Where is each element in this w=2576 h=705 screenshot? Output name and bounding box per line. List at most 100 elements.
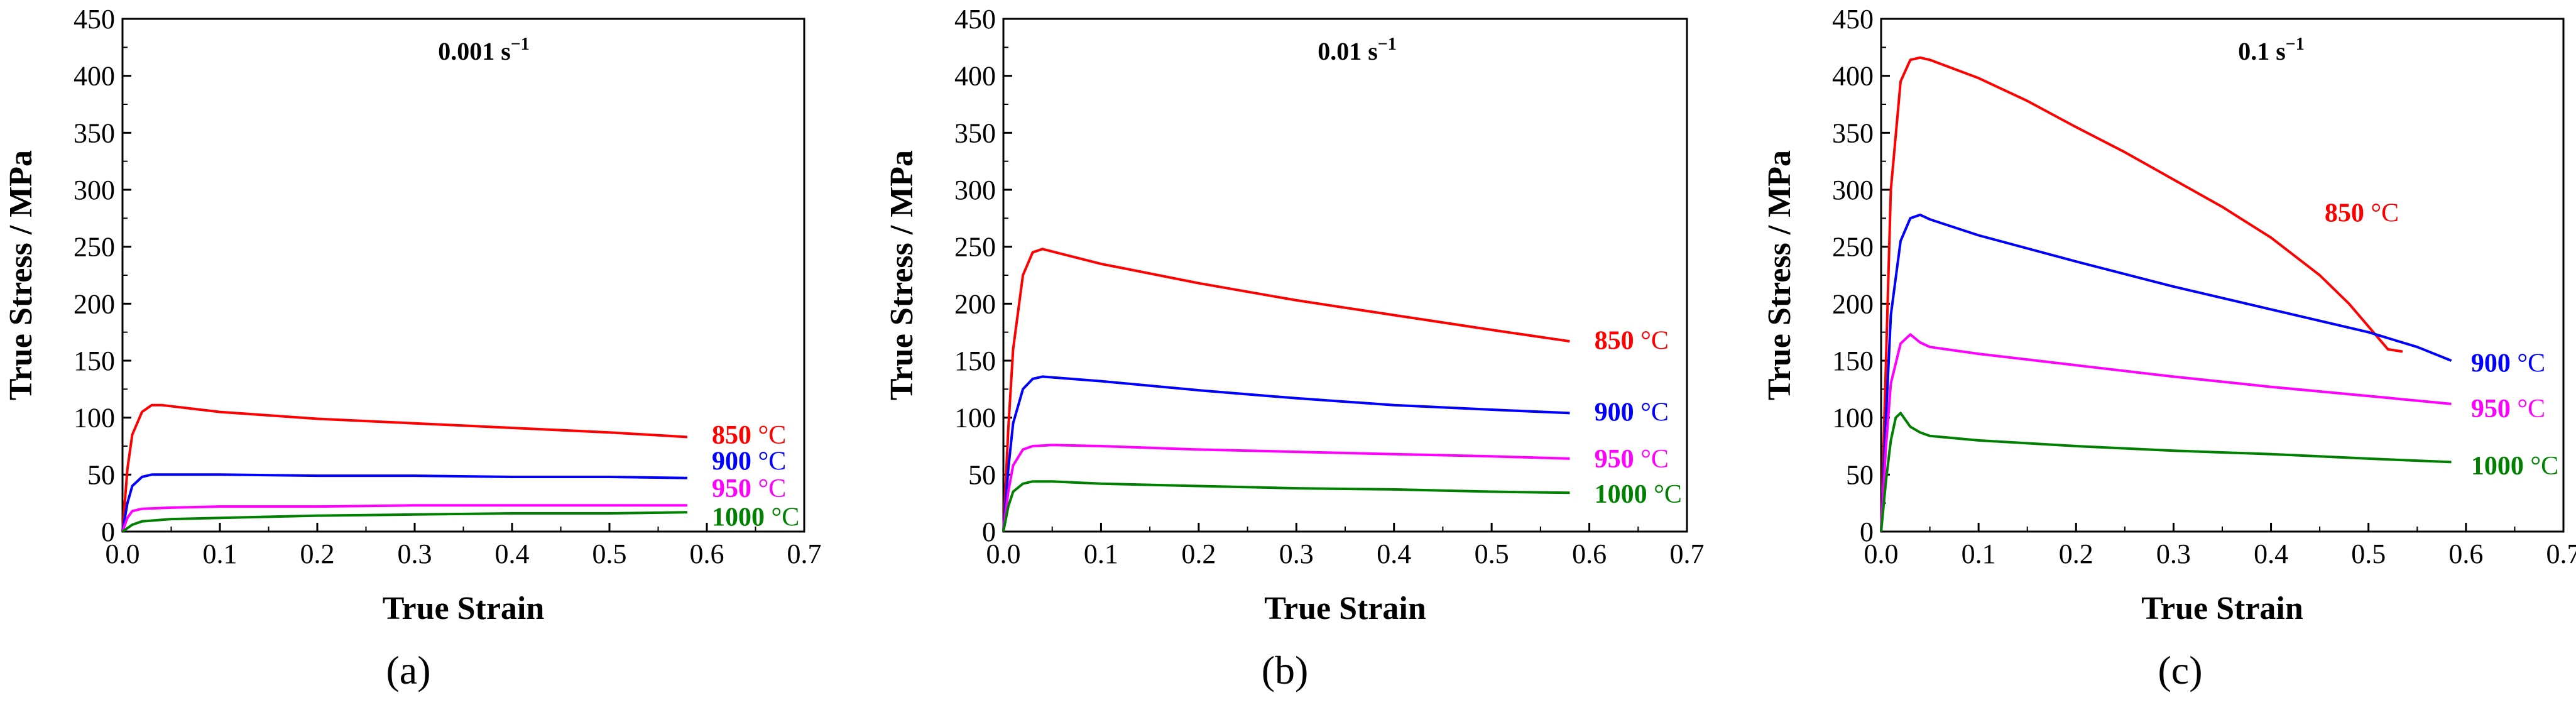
y-tick-label: 100 [1832,403,1874,434]
x-tick-label: 0.2 [300,538,335,569]
series-label-value: 950 [1595,445,1634,474]
chart-title: 0.01 s−1 [1318,35,1397,65]
x-tick-label: 0.5 [2351,538,2386,569]
x-tick-label: 0.4 [1377,538,1411,569]
chart-panel-3: 0.0 0.1 0.2 0.3 0.4 0.5 0.6 0.7 0 50 100 150 200 250 3… [1762,4,2576,692]
series-label-space [1634,398,1641,427]
y-tick-label: 100 [74,403,115,434]
series-line-850 [121,403,688,532]
series-label-900: 900 °C [1595,398,1669,427]
series-label-1000: 1000 °C [2471,452,2558,481]
series-label-unit: °C [1640,326,1669,355]
series-line-900 [121,473,688,532]
series-line-950 [121,504,687,532]
y-tick-label: 150 [954,346,996,376]
series-label-850: 850 °C [2325,199,2399,227]
x-tick-label: 0.1 [1084,538,1118,569]
chart-title: 0.001 s−1 [438,35,530,65]
x-axis-title: True Strain [383,591,545,626]
series-label-value: 850 [2325,199,2364,227]
chart-title-superscript: −1 [2286,35,2305,54]
y-tick-label: 300 [74,175,115,205]
series-label-950: 950 °C [2471,395,2545,424]
x-tick-label: 0.4 [495,538,530,569]
x-tick-label: 0.0 [1864,538,1899,569]
chart-title-superscript: −1 [1378,35,1397,54]
series-label-space [751,474,758,503]
series-label-value: 950 [2471,395,2511,424]
series-label-1000: 1000 °C [1595,480,1682,509]
series-label-unit: °C [2517,395,2545,424]
y-tick-label: 450 [954,4,996,35]
y-tick-label: 0 [982,516,996,547]
series-label-space [1634,326,1641,355]
y-tick-label: 350 [1832,117,1874,148]
plot-frame [1880,18,2565,533]
y-axis-title: True Stress / MPa [884,150,920,400]
series-label-space [765,503,772,532]
y-tick-label: 450 [74,4,115,35]
series-label-value: 950 [712,474,751,503]
y-tick-label: 50 [87,459,115,490]
y-tick-label: 300 [1832,175,1874,205]
x-tick-label: 0.4 [2254,538,2288,569]
chart-panel-1: 0.0 0.1 0.2 0.3 0.4 0.5 0.6 0.7 0 50 100 150 200 250 3… [3,4,822,692]
y-tick-label: 350 [74,117,115,148]
y-tick-label: 0 [1860,516,1874,547]
series-label-value: 850 [712,421,751,450]
y-tick-label: 0 [101,516,115,547]
y-tick-label: 400 [74,61,115,92]
panel-label: (a) [386,648,430,692]
series-label-unit: °C [772,503,800,532]
series-label-value: 1000 [1595,480,1647,509]
series-line-900 [1880,213,2452,532]
chart-title-text: 0.1 s [2238,37,2286,65]
panel-label: (c) [2158,648,2202,692]
y-tick-label: 250 [954,232,996,263]
y-tick-label: 200 [1832,288,1874,319]
x-tick-label: 0.1 [203,538,237,569]
series-line-950 [1880,333,2452,532]
x-tick-label: 0.1 [1962,538,1996,569]
x-axis-title: True Strain [1264,591,1426,626]
plot-frame [1002,18,1688,533]
y-tick-label: 350 [954,117,996,148]
series-line-1000 [1880,412,2452,532]
series-line-850 [1002,248,1570,532]
x-tick-label: 0.3 [2156,538,2191,569]
series-label-900: 900 °C [712,447,786,476]
chart-title-text: 0.001 s [438,37,511,65]
x-tick-label: 0.2 [1181,538,1216,569]
y-tick-label: 400 [954,61,996,92]
series-label-space [751,421,758,450]
x-tick-label: 0.0 [986,538,1021,569]
x-tick-label: 0.5 [592,538,627,569]
x-tick-label: 0.7 [1670,538,1705,569]
series-label-unit: °C [758,474,787,503]
series-line-850 [1880,56,2403,532]
y-tick-label: 50 [1846,459,1874,490]
chart-title: 0.1 s−1 [2238,35,2305,65]
y-tick-label: 200 [954,288,996,319]
series-label-900: 900 °C [2471,349,2545,378]
series-label-950: 950 °C [712,474,786,503]
chart-panel-2: 0.0 0.1 0.2 0.3 0.4 0.5 0.6 0.7 0 50 100 150 200 250 3… [884,4,1705,692]
x-tick-label: 0.6 [2448,538,2483,569]
x-tick-label: 0.6 [690,538,724,569]
y-tick-label: 250 [1832,232,1874,263]
x-tick-label: 0.6 [1572,538,1607,569]
series-label-value: 900 [1595,398,1634,427]
series-label-space [2364,199,2371,227]
series-label-value: 1000 [2471,452,2524,481]
x-tick-label: 0.3 [1279,538,1314,569]
series-label-space [1634,445,1641,474]
x-tick-label: 0.0 [106,538,140,569]
series-label-1000: 1000 °C [712,503,799,532]
series-label-850: 850 °C [1595,326,1669,355]
series-label-space [2511,395,2518,424]
series-label-value: 1000 [712,503,765,532]
x-tick-label: 0.7 [787,538,822,569]
x-axis-title: True Strain [2141,591,2303,626]
x-tick-label: 0.2 [2059,538,2093,569]
